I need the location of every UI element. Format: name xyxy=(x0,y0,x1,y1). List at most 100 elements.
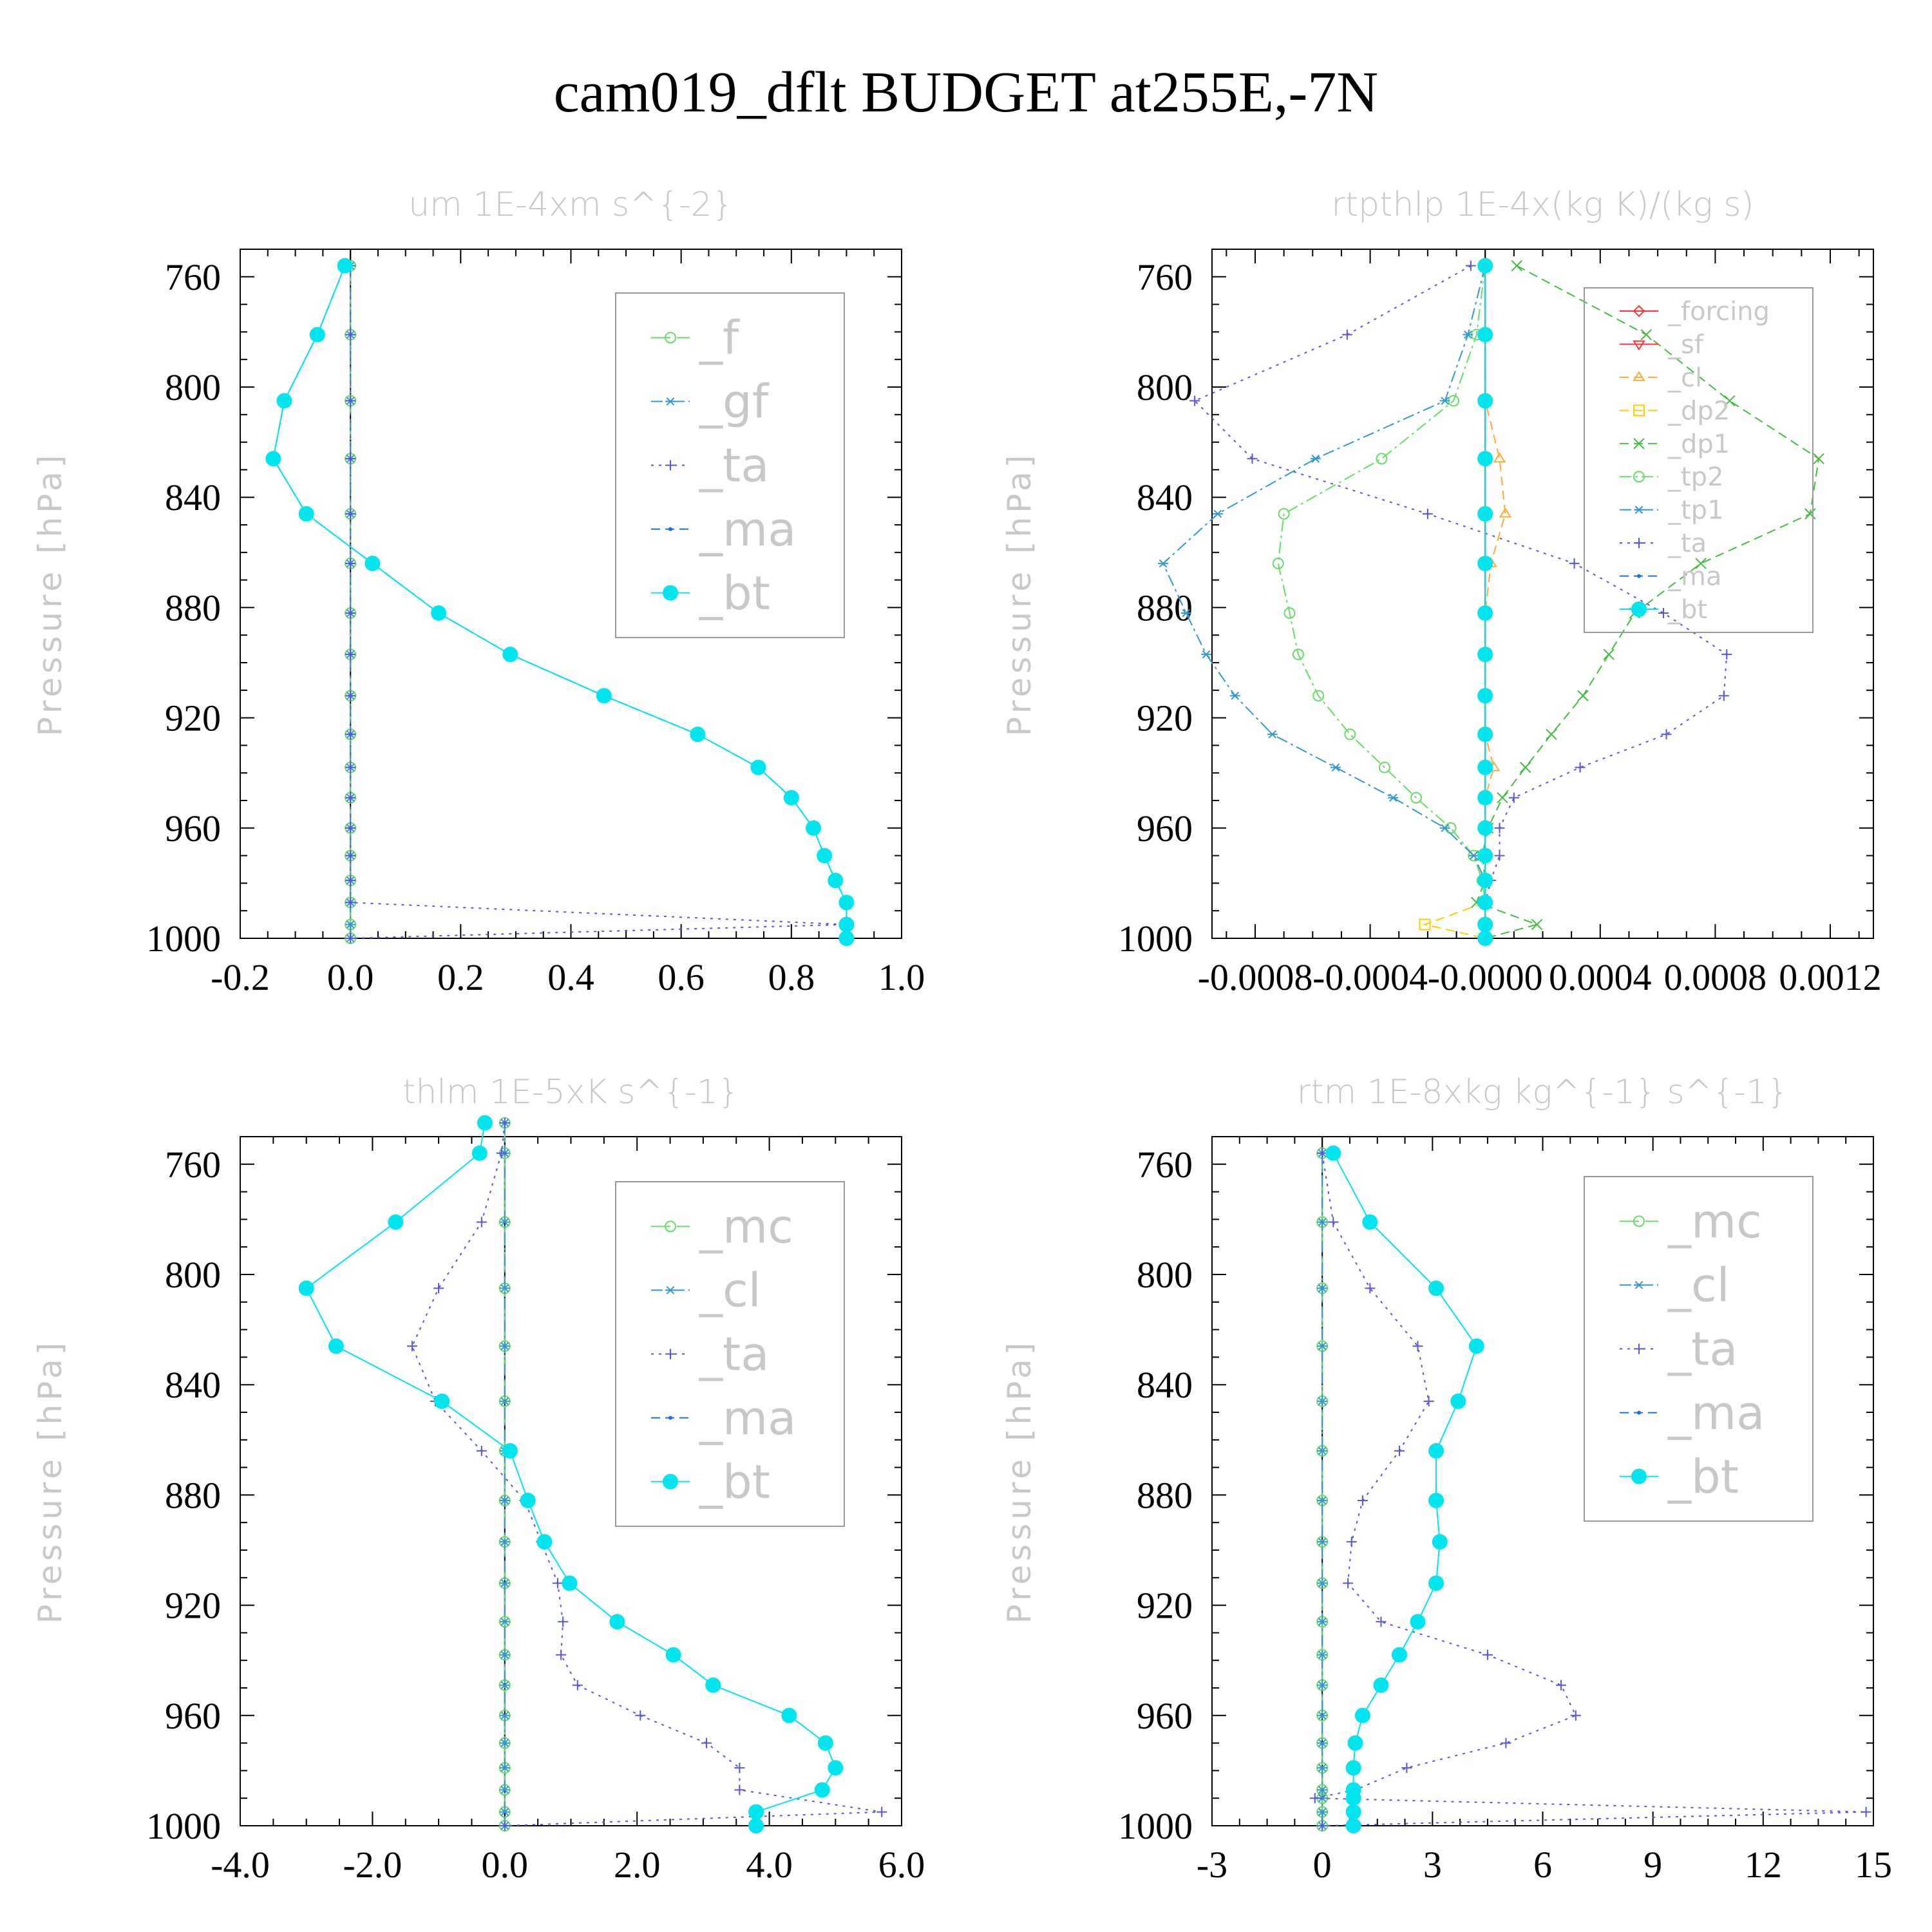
data-series xyxy=(298,1115,844,1833)
legend-label: _cl xyxy=(1667,363,1702,393)
data-point xyxy=(1640,328,1652,341)
legend: _forcing _sf _cl_dp2 _dp1 _tp2 _tp1 _ta _ma_bt xyxy=(1584,287,1814,633)
data-point xyxy=(1477,895,1493,911)
data-point xyxy=(1695,558,1707,569)
data-point xyxy=(1317,1711,1328,1720)
data-point xyxy=(1394,1445,1405,1456)
data-point xyxy=(265,451,281,467)
data-point xyxy=(609,1614,625,1630)
data-point xyxy=(781,1707,797,1723)
data-point xyxy=(665,1286,676,1294)
panels-container: um 1E-4xm s^{-2} Pressure [hPa] -0.2 0.0 0.2… xyxy=(32,185,1892,1886)
data-point xyxy=(1477,848,1493,864)
data-point xyxy=(345,762,356,773)
data-point xyxy=(1346,1537,1357,1548)
data-point xyxy=(1477,688,1493,704)
y-tick-label: 960 xyxy=(1137,808,1193,849)
data-point xyxy=(1494,822,1505,833)
y-axis-label: Pressure [hPa] xyxy=(32,1339,69,1624)
legend-label: _mc xyxy=(699,1200,793,1254)
data-point xyxy=(499,1821,510,1831)
data-point xyxy=(476,1445,487,1456)
legend-label: _bt xyxy=(1667,1450,1739,1504)
data-point xyxy=(1317,1397,1328,1406)
data-point xyxy=(701,1738,712,1748)
data-point xyxy=(328,1338,344,1354)
data-point xyxy=(1158,559,1169,568)
data-point xyxy=(1804,508,1816,520)
y-tick-label: 800 xyxy=(165,366,221,408)
x-tick-label: 0.0004 xyxy=(1549,956,1652,998)
data-point xyxy=(1477,916,1493,933)
data-series xyxy=(265,258,855,946)
y-tick-label: 920 xyxy=(1137,697,1193,739)
data-point xyxy=(1569,558,1580,569)
data-point xyxy=(1419,918,1431,931)
data-point xyxy=(1317,1786,1328,1794)
data-point xyxy=(668,1416,672,1420)
data-point xyxy=(1247,453,1258,464)
data-point xyxy=(1546,728,1557,740)
data-series xyxy=(1272,260,1492,944)
data-point xyxy=(1412,1341,1423,1352)
data-point xyxy=(1633,340,1645,351)
data-point xyxy=(1317,1617,1328,1626)
data-point xyxy=(1345,1760,1361,1776)
data-point xyxy=(1376,1616,1387,1627)
data-point xyxy=(388,1214,404,1230)
data-point xyxy=(734,1785,745,1795)
data-point xyxy=(499,1651,510,1659)
data-point xyxy=(1570,1710,1581,1721)
data-point xyxy=(471,1145,488,1161)
data-point xyxy=(345,920,356,929)
data-point xyxy=(298,506,314,522)
data-point xyxy=(1724,395,1736,407)
data-point xyxy=(1477,506,1493,522)
data-point xyxy=(1344,728,1356,741)
y-tick-label: 840 xyxy=(1137,1364,1193,1406)
data-point xyxy=(499,1681,510,1690)
data-point xyxy=(817,848,833,864)
x-tick-label: 6 xyxy=(1533,1844,1552,1886)
y-tick-label: 1000 xyxy=(1118,918,1193,960)
y-tick-label: 920 xyxy=(165,1585,221,1627)
data-point xyxy=(1428,1575,1444,1591)
data-point xyxy=(1283,607,1296,619)
panel-title: um 1E-4xm s^{-2} xyxy=(408,185,734,224)
legend-label: _cl xyxy=(1667,1258,1730,1312)
data-point xyxy=(1362,1214,1378,1230)
data-point xyxy=(345,897,356,908)
data-point xyxy=(1410,1614,1426,1630)
y-tick-label: 1000 xyxy=(146,918,221,960)
data-point xyxy=(1520,761,1531,773)
data-point xyxy=(1813,453,1824,464)
data-point xyxy=(665,332,676,344)
x-tick-label: 3 xyxy=(1423,1844,1442,1886)
legend-label: _tp2 xyxy=(1667,462,1724,492)
data-point xyxy=(1201,650,1212,659)
data-point xyxy=(1317,1821,1328,1831)
legend-label: _ma xyxy=(1667,562,1721,592)
x-tick-label: 0.4 xyxy=(547,956,594,998)
data-point xyxy=(1345,1804,1361,1820)
data-point xyxy=(838,895,855,911)
data-point xyxy=(1357,1495,1368,1506)
data-point xyxy=(1272,557,1284,569)
legend-label: _cl xyxy=(699,1264,761,1318)
data-point xyxy=(1508,792,1519,803)
x-tick-label: -4.0 xyxy=(211,1844,270,1886)
data-point xyxy=(1267,730,1278,739)
series-line xyxy=(1475,265,1820,939)
data-point xyxy=(750,759,766,775)
y-tick-label: 920 xyxy=(165,697,221,739)
data-point xyxy=(1428,1443,1444,1459)
data-point xyxy=(663,1473,678,1490)
data-point xyxy=(1477,647,1493,663)
data-point xyxy=(434,1393,450,1409)
data-point xyxy=(1477,555,1493,571)
legend-label: _tp1 xyxy=(1667,496,1724,526)
data-point xyxy=(502,647,518,663)
x-tick-label: 1.0 xyxy=(878,956,925,998)
data-point xyxy=(1468,851,1479,860)
